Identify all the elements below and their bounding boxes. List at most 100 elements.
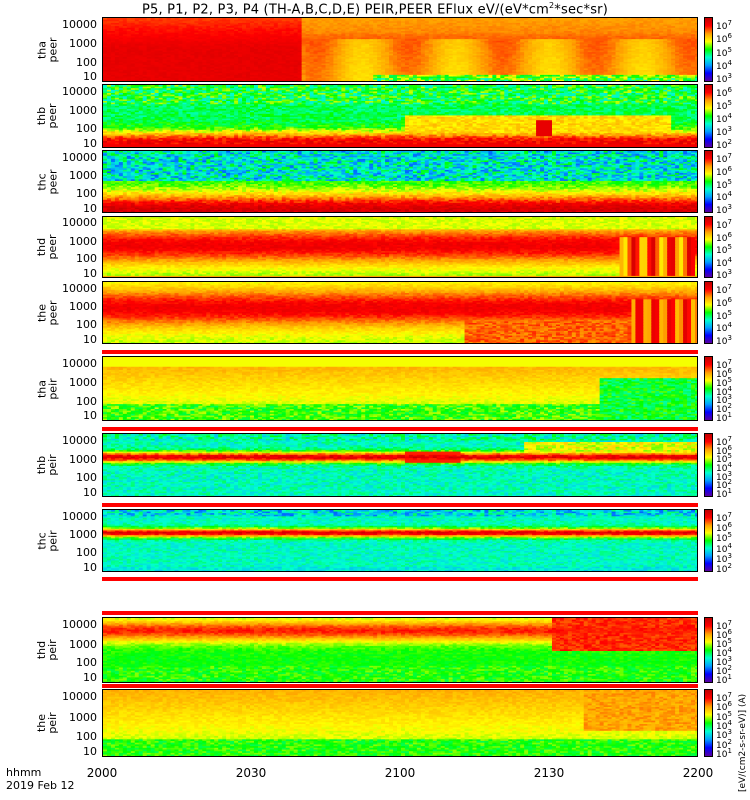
spectrogram-cell [186,81,191,82]
spectrogram-cell [500,81,505,82]
spectrogram-cell [508,81,513,82]
spectrogram-cell [337,80,342,82]
spectrogram-cell [238,81,243,82]
spectrogram-cell [405,81,410,82]
spectrogram-cell [322,81,327,82]
spectrogram-cell [417,80,422,82]
spectrogram-cell [449,80,454,82]
spectrogram-cell [381,80,386,82]
spectrogram-cell [369,80,374,82]
spectrogram-cell [536,81,541,82]
spectrogram-cell [349,81,354,82]
spectrogram-cell [175,81,180,82]
spectrogram-cell [413,80,418,82]
spectrogram-cell [508,80,513,82]
spectrogram-cell [314,80,319,82]
spectrogram-cell [401,80,406,82]
spectrogram-cell [143,81,148,82]
spectrogram-cell [198,80,203,82]
spectrogram-cell [147,80,152,82]
spectrogram-cell [234,81,239,82]
spectrogram-cell [445,81,450,82]
spectrogram-cell [290,81,295,82]
spectrogram-cell [488,80,493,82]
spectrogram-cell [465,81,470,82]
spectrogram-cell [115,80,120,82]
spectrogram-cell [429,80,434,82]
spectrogram-cell [429,81,434,82]
spectrogram-cell [389,80,394,82]
spectrogram-cell [540,81,545,82]
spectrogram-cell [540,80,545,82]
spectrogram-cell [318,81,323,82]
spectrogram-cell [476,80,481,82]
spectrogram-cell [453,80,458,82]
spectrogram-cell [564,81,569,82]
spectrogram-cell [310,81,315,82]
spectrogram-cell [147,81,152,82]
spectrogram-cell [469,80,474,82]
spectrogram-cell [143,80,148,82]
spectrogram-cell [377,80,382,82]
spectrogram-cell [131,80,136,82]
spectrogram-cell [480,81,485,82]
spectrogram-cell [544,80,549,82]
spectrogram-cell [433,81,438,82]
spectrogram-image [103,18,698,82]
spectrogram-cell [425,80,430,82]
spectrogram-cell [214,80,219,82]
chart-title-tail: *sec*sr) [554,2,608,17]
spectrogram-cell [453,81,458,82]
spectrogram-cell [552,81,557,82]
spectrogram-cell [151,81,156,82]
spectrogram-cell [266,81,271,82]
spectrogram-cell [365,80,370,82]
spectrogram-cell [103,81,108,82]
spectrogram-cell [560,80,565,82]
spectrogram-cell [333,81,338,82]
spectrogram-cell [151,80,156,82]
spectrogram-cell [246,81,251,82]
spectrogram-cell [210,80,215,82]
spectrogram-cell [329,80,334,82]
spectrogram-cell [286,80,291,82]
spectrogram-cell [163,81,168,82]
spectrogram-cell [290,80,295,82]
spectrogram-cell [357,81,362,82]
spectrogram-cell [298,80,303,82]
spectrogram-cell [572,80,577,82]
spectrogram-cell [556,80,561,82]
spectrogram-cell [302,81,307,82]
spectrogram-cell [254,81,259,82]
spectrogram-cell [326,81,331,82]
spectrogram-cell [397,81,402,82]
chart-title: P5, P1, P2, P3, P4 (TH-A,B,C,D,E) PEIR,P… [0,1,750,17]
spectrogram-cell [580,81,585,82]
spectrogram-cell [437,80,442,82]
spectrogram-cell [119,80,124,82]
spectrogram-cell [127,80,132,82]
spectrogram-cell [186,80,191,82]
spectrogram-cell [230,81,235,82]
spectrogram-cell [318,80,323,82]
spectrogram-cell [576,81,581,82]
spectrogram-cell [322,80,327,82]
spectrogram-cell [473,80,478,82]
spectrogram-cell [341,80,346,82]
spectrogram-cell [405,80,410,82]
spectrogram-cell [457,81,462,82]
spectrogram-cell [461,80,466,82]
chart-title-text: P5, P1, P2, P3, P4 (TH-A,B,C,D,E) PEIR,P… [142,2,549,17]
spectrogram-cell [345,81,350,82]
spectrogram-cell [373,80,378,82]
spectrogram-cell [512,80,517,82]
spectrogram-cell [274,81,279,82]
spectrogram-cell [246,80,251,82]
spectrogram-cell [302,80,307,82]
spectrogram-cell [552,80,557,82]
spectrogram-cell [286,81,291,82]
spectrogram-cell [278,81,283,82]
spectrogram-cell [465,80,470,82]
spectrogram-cell [167,80,172,82]
spectrogram-cell [282,81,287,82]
